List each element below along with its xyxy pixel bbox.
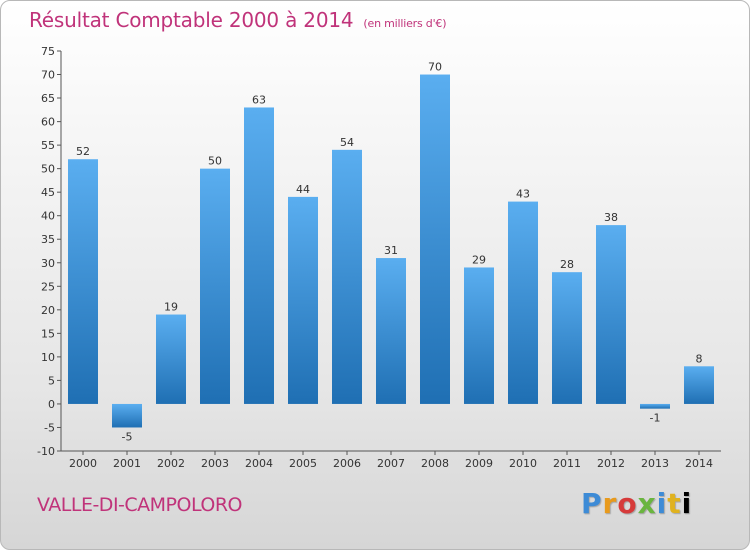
- x-tick-label: 2006: [333, 457, 361, 470]
- bar: [68, 159, 98, 404]
- data-label: -5: [122, 430, 133, 443]
- y-tick-label: 25: [41, 280, 55, 293]
- y-tick-label: 60: [41, 116, 55, 129]
- data-label: 44: [296, 183, 310, 196]
- bar: [288, 196, 318, 404]
- y-tick-label: 40: [41, 210, 55, 223]
- commune-name: VALLE-DI-CAMPOLORO: [37, 494, 243, 516]
- x-tick-label: 2014: [685, 457, 713, 470]
- y-tick-label: 30: [41, 257, 55, 270]
- y-tick-label: -10: [37, 445, 55, 458]
- chart-title-text: Résultat Comptable 2000 à 2014: [29, 8, 354, 32]
- y-tick-label: 65: [41, 92, 55, 105]
- logo-letter: r: [602, 487, 618, 520]
- x-tick-label: 2012: [597, 457, 625, 470]
- y-tick-label: -5: [44, 421, 55, 434]
- x-tick-label: 2009: [465, 457, 493, 470]
- bar: [420, 74, 450, 404]
- y-tick-label: 35: [41, 233, 55, 246]
- logo-letter: x: [637, 487, 657, 520]
- data-label: 29: [472, 253, 486, 266]
- x-tick-label: 2008: [421, 457, 449, 470]
- data-label: -1: [650, 412, 661, 425]
- data-label: 43: [516, 188, 530, 201]
- logo-letter: i: [681, 487, 693, 520]
- logo-letter: i: [656, 487, 668, 520]
- bar: [596, 225, 626, 404]
- bar: [376, 258, 406, 404]
- data-label: 52: [76, 145, 90, 158]
- bar: [640, 403, 670, 409]
- data-label: 70: [428, 61, 442, 74]
- y-tick-label: 5: [48, 374, 55, 387]
- logo-letter: t: [667, 487, 682, 520]
- x-tick-label: 2005: [289, 457, 317, 470]
- data-label: 19: [164, 301, 178, 314]
- x-tick-label: 2013: [641, 457, 669, 470]
- y-tick-label: 10: [41, 351, 55, 364]
- x-tick-label: 2011: [553, 457, 581, 470]
- bar: [464, 267, 494, 404]
- logo-letter: P: [581, 487, 603, 520]
- bar: [332, 149, 362, 404]
- data-label: 63: [252, 93, 266, 106]
- y-tick-label: 0: [48, 398, 55, 411]
- y-tick-label: 75: [41, 45, 55, 58]
- x-tick-label: 2000: [69, 457, 97, 470]
- y-tick-label: 55: [41, 139, 55, 152]
- y-tick-label: 45: [41, 186, 55, 199]
- data-label: 31: [384, 244, 398, 257]
- y-tick-label: 50: [41, 163, 55, 176]
- data-label: 28: [560, 258, 574, 271]
- logo-letter: o: [617, 487, 638, 520]
- x-tick-label: 2001: [113, 457, 141, 470]
- x-tick-label: 2002: [157, 457, 185, 470]
- x-tick-label: 2004: [245, 457, 273, 470]
- bar: [552, 272, 582, 404]
- data-label: 8: [696, 352, 703, 365]
- y-tick-label: 70: [41, 69, 55, 82]
- data-label: 50: [208, 155, 222, 168]
- data-label: 38: [604, 211, 618, 224]
- x-tick-label: 2003: [201, 457, 229, 470]
- proxiti-logo: Proxiti: [581, 487, 692, 520]
- bar: [112, 403, 142, 428]
- bar: [684, 366, 714, 404]
- bar: [156, 314, 186, 404]
- chart-subtitle: (en milliers d'€): [363, 17, 447, 30]
- bar: [244, 107, 274, 404]
- x-tick-label: 2010: [509, 457, 537, 470]
- x-tick-label: 2007: [377, 457, 405, 470]
- bar: [200, 168, 230, 404]
- data-label: 54: [340, 136, 354, 149]
- bar: [508, 201, 538, 404]
- y-tick-label: 20: [41, 304, 55, 317]
- y-tick-label: 15: [41, 327, 55, 340]
- chart-title: Résultat Comptable 2000 à 2014 (en millie…: [29, 8, 447, 32]
